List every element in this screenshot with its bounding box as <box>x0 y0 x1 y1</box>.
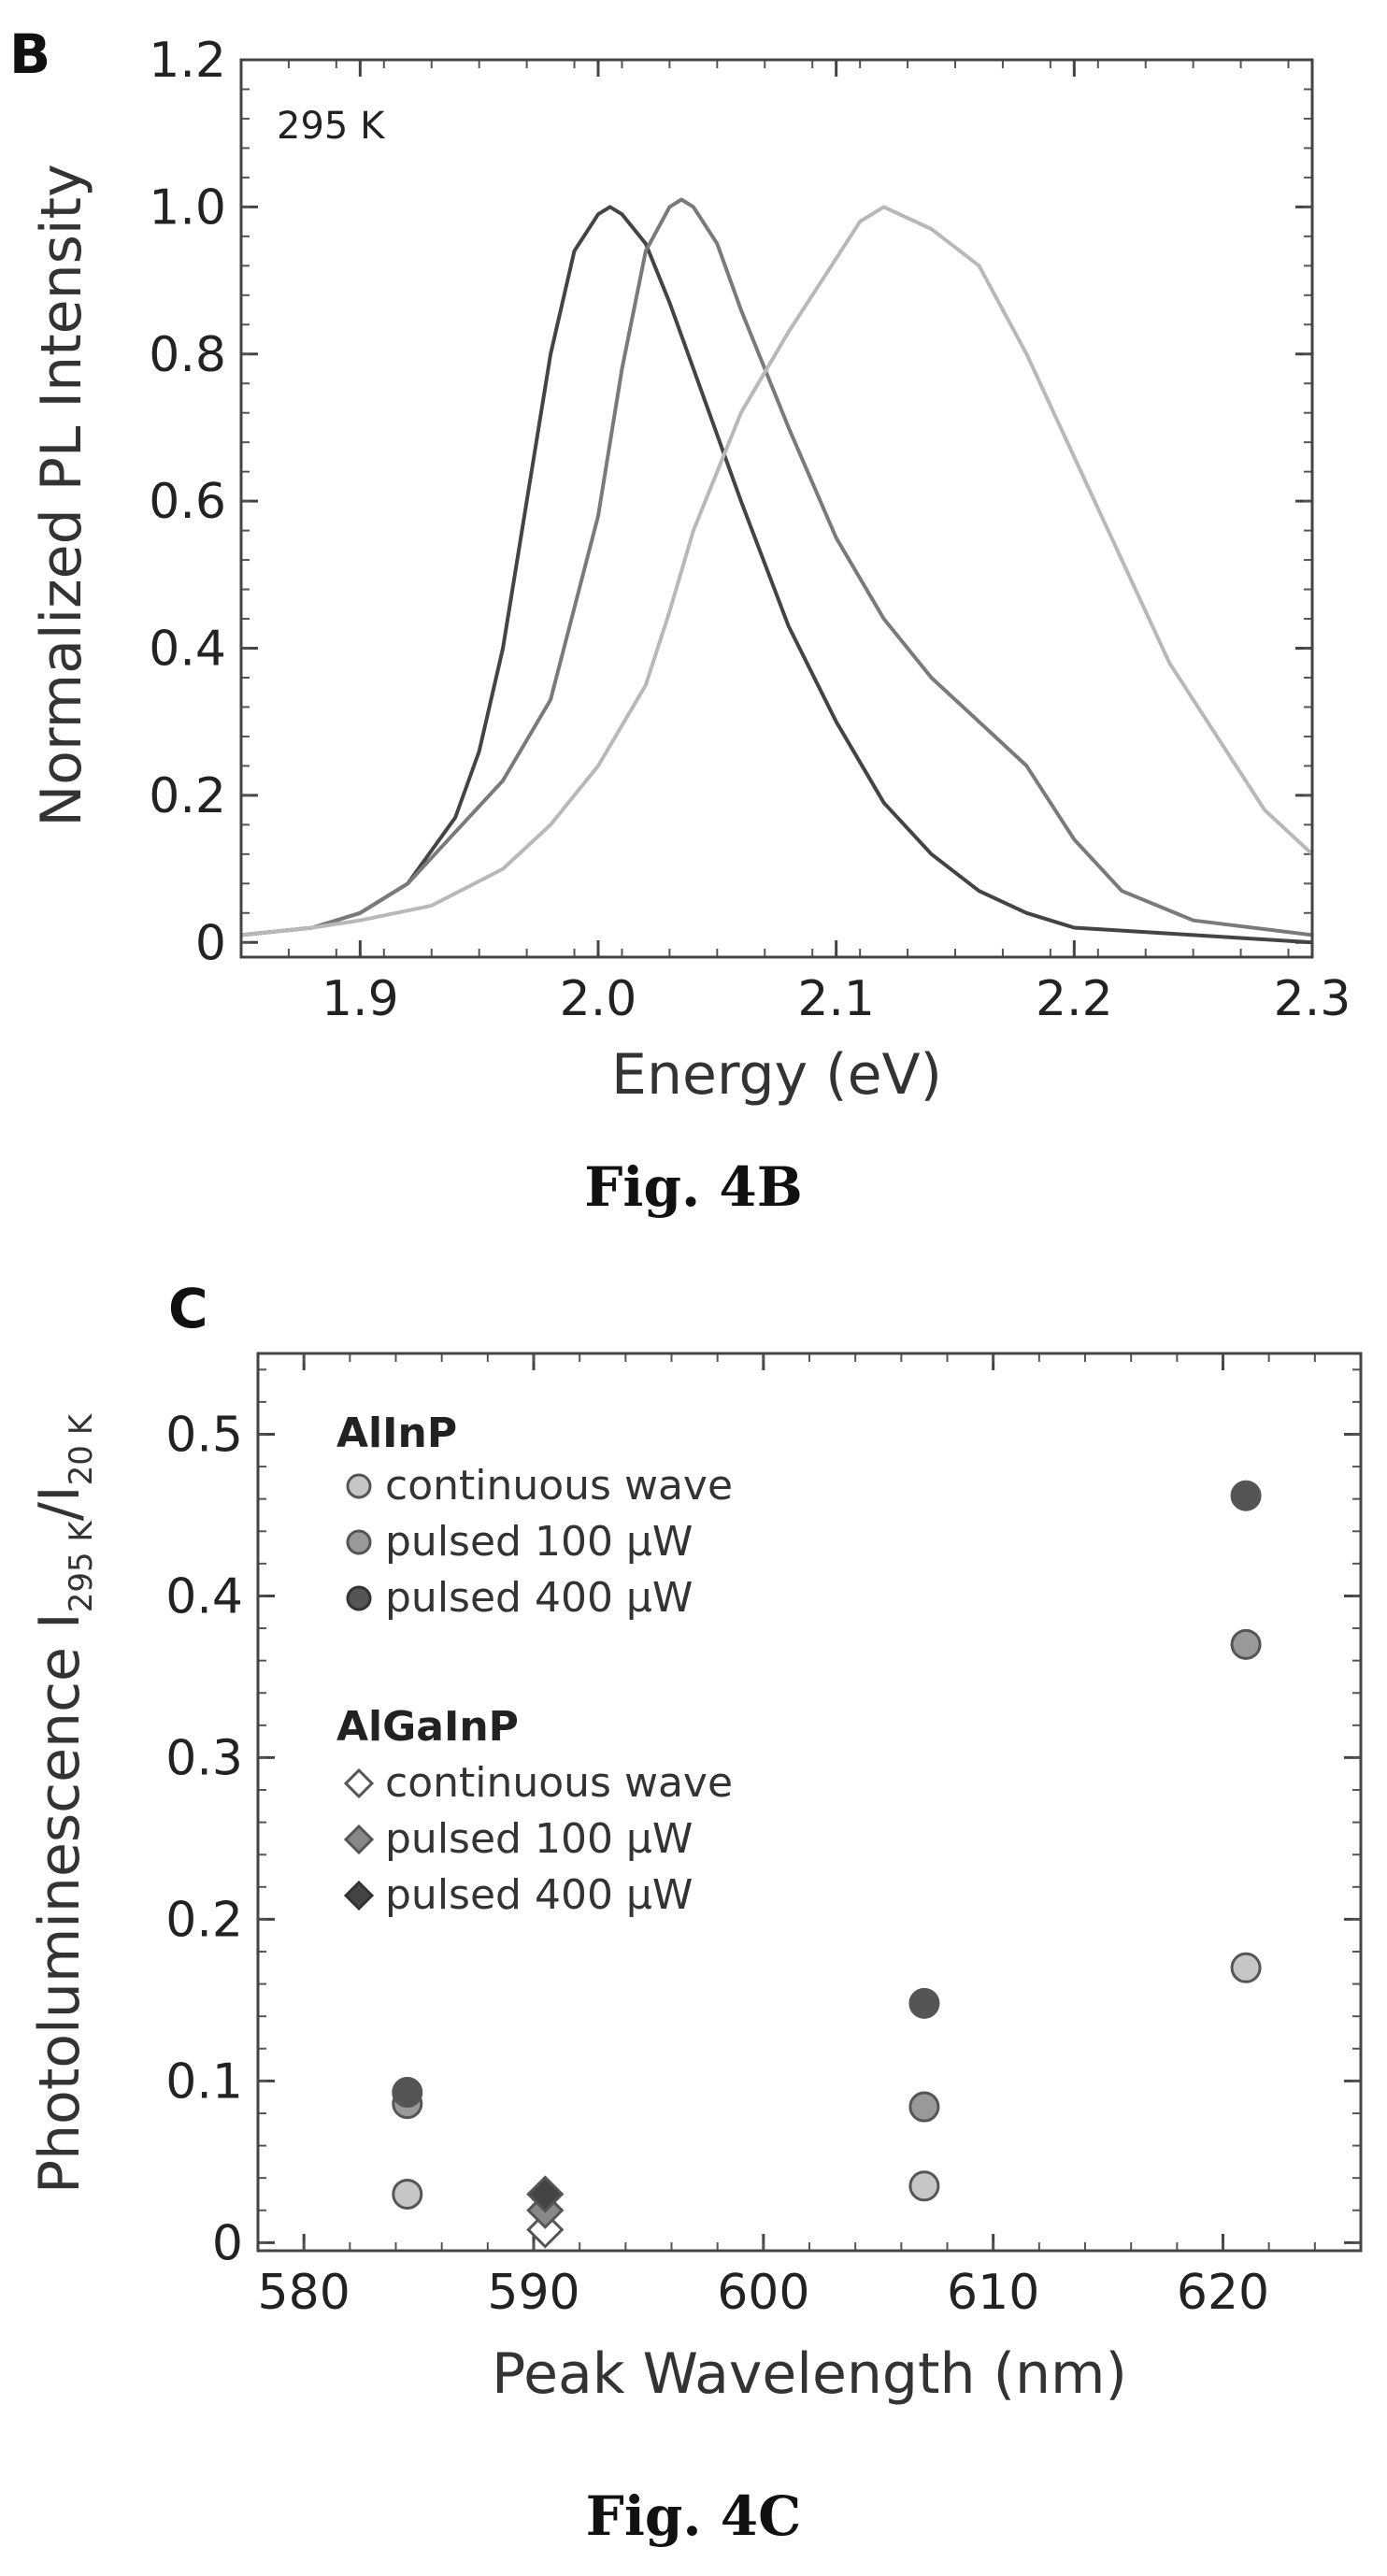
data-point-circle <box>392 2076 423 2108</box>
y-tick-label: 0.2 <box>149 768 226 824</box>
data-point-circle <box>908 2091 940 2123</box>
legend-marker-circle <box>346 1529 372 1555</box>
y-tick-label: 1.2 <box>149 33 226 89</box>
x-tick-label: 580 <box>258 2265 350 2321</box>
panel-b-y-axis-label: Normalized PL Intensity <box>29 164 94 826</box>
y-tick-label: 0 <box>212 2215 243 2271</box>
legend-entry-label: pulsed 400 μW <box>385 1871 693 1919</box>
legend-entry-label: continuous wave <box>385 1462 733 1510</box>
y-tick-label: 0.2 <box>165 1892 243 1948</box>
x-tick-label: 2.2 <box>1036 971 1113 1027</box>
y-tick-label: 0.8 <box>149 327 226 383</box>
data-point-diamond <box>526 2211 565 2249</box>
panel-c-legend: AlInP continuous wave pulsed 100 μW puls… <box>336 1410 733 1919</box>
y-tick-label: 0.3 <box>165 1730 243 1786</box>
panel-c-tick-labels: 580 590 600 610 620 0 0.1 0.2 0.3 0.4 0.5 <box>165 1407 1269 2321</box>
x-tick-label: 600 <box>717 2265 809 2321</box>
y-tick-label: 0.4 <box>149 622 226 678</box>
y-tick-label: 0.1 <box>165 2054 243 2110</box>
x-tick-label: 610 <box>947 2265 1039 2321</box>
y-tick-label: 0.6 <box>149 474 226 530</box>
data-point-circle <box>1230 1480 1262 1511</box>
legend-marker-diamond <box>343 1767 375 1799</box>
panel-c-points <box>392 1480 1262 2249</box>
panel-c-x-axis-label: Peak Wavelength (nm) <box>492 2341 1127 2407</box>
panel-b-tick-labels: 1.9 2.0 2.1 2.2 2.3 0 0.2 0.4 0.6 0.8 1.0 1.2 <box>149 33 1351 1027</box>
x-tick-label: 620 <box>1177 2265 1269 2321</box>
data-point-circle <box>908 1987 940 2019</box>
panel-c-plot-frame <box>256 1352 1363 2253</box>
y-label-subscript: 20 K <box>63 1412 100 1485</box>
x-tick-label: 590 <box>487 2265 579 2321</box>
y-tick-label: 0.5 <box>165 1407 243 1463</box>
legend-entry-label: pulsed 100 μW <box>385 1815 693 1863</box>
figure-caption-4c: Fig. 4C <box>586 2484 802 2548</box>
legend-marker-circle <box>346 1585 372 1611</box>
temperature-annotation: 295 K <box>277 105 386 148</box>
data-point-circle <box>392 2178 423 2210</box>
y-label-subscript: 295 K <box>63 1520 100 1613</box>
legend-marker-diamond <box>343 1824 375 1855</box>
panel-b-ticks <box>240 58 1314 957</box>
chart-panel-b: B 1.9 2.0 2.1 2.2 2.3 0 0.2 0.4 0.6 0.8 1.0 1.2 295… <box>9 22 1351 1219</box>
y-tick-label: 1.0 <box>149 179 226 236</box>
panel-b-plot-frame <box>239 58 1314 959</box>
data-point-circle <box>908 2170 940 2202</box>
y-label-slash: /I <box>27 1485 93 1521</box>
legend-group-title: AlGaInP <box>336 1703 519 1751</box>
x-tick-label: 1.9 <box>322 971 399 1027</box>
data-point-circle <box>1230 1952 1262 1983</box>
chart-panel-c: C 580 590 600 610 620 0 0.1 0.2 0.3 0.4 0.5 AlInP … <box>27 1277 1363 2548</box>
y-tick-label: 0.4 <box>165 1568 243 1624</box>
legend-marker-circle <box>346 1473 372 1499</box>
panel-c-y-axis-label: Photoluminescence I295 K/I20 K <box>27 1412 100 2194</box>
panel-letter-c: C <box>168 1277 208 1340</box>
data-point-circle <box>1230 1628 1262 1660</box>
legend-entry-label: pulsed 100 μW <box>385 1518 693 1566</box>
legend-group-title: AlInP <box>336 1410 457 1457</box>
legend-entry-label: pulsed 400 μW <box>385 1574 693 1622</box>
pl-spectrum-line <box>240 205 1314 937</box>
x-tick-label: 2.3 <box>1274 971 1351 1027</box>
y-tick-label: 0 <box>195 915 226 971</box>
pl-spectrum-line <box>240 197 1313 937</box>
panel-letter-b: B <box>9 22 50 86</box>
panel-b-x-axis-label: Energy (eV) <box>611 1042 942 1108</box>
figure-caption-4b: Fig. 4B <box>584 1155 803 1219</box>
x-tick-label: 2.0 <box>560 971 637 1027</box>
legend-entry-label: continuous wave <box>385 1759 733 1807</box>
data-point-diamond <box>526 2175 565 2213</box>
pl-spectrum-line <box>240 205 1313 945</box>
legend-marker-diamond <box>343 1880 375 1911</box>
panel-b-series <box>240 197 1314 945</box>
x-tick-label: 2.1 <box>797 971 875 1027</box>
y-label-main: Photoluminescence I <box>27 1612 93 2194</box>
